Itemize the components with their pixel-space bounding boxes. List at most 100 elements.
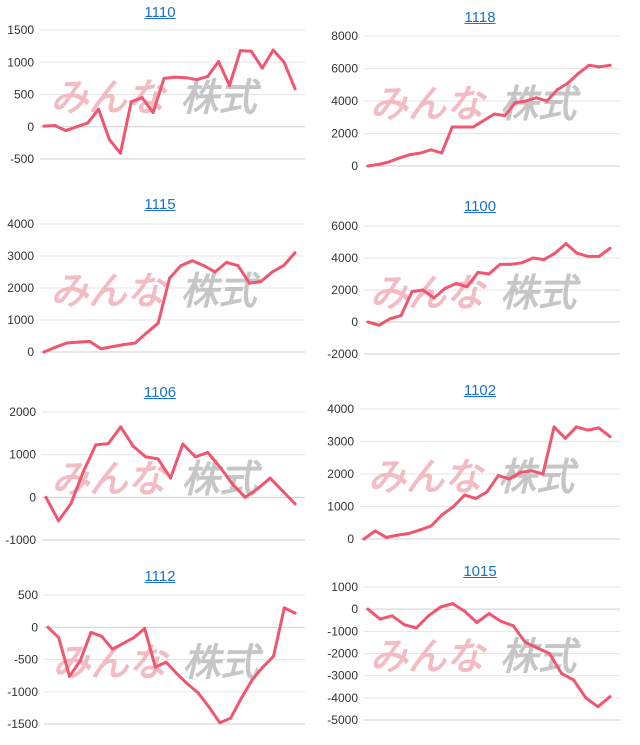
y-tick-label: 0 bbox=[27, 345, 34, 359]
chart-title-link[interactable]: 1102 bbox=[463, 382, 497, 399]
data-point bbox=[596, 705, 600, 709]
chart-title-link[interactable]: 1015 bbox=[463, 563, 497, 580]
data-point bbox=[119, 425, 123, 429]
data-point bbox=[217, 60, 221, 64]
watermark-left-text: みんな bbox=[370, 637, 488, 679]
data-point bbox=[133, 341, 137, 345]
data-point bbox=[492, 112, 496, 116]
data-point bbox=[179, 264, 183, 268]
line-chart: 8000 6000 4000 2000 0 みんな 株式 bbox=[331, 29, 620, 173]
line-chart: 4000 3000 2000 1000 0 みんな 株式 bbox=[7, 217, 305, 359]
y-tick-label: 2000 bbox=[327, 467, 354, 481]
data-point bbox=[162, 76, 166, 80]
data-point bbox=[454, 282, 458, 286]
data-point bbox=[463, 493, 467, 497]
data-point bbox=[195, 78, 199, 82]
y-tick-label: 4000 bbox=[331, 251, 358, 265]
data-point bbox=[443, 286, 447, 290]
line-chart: 6000 4000 2000 0 -2000 みんな 株式 bbox=[327, 219, 620, 361]
data-point bbox=[388, 317, 392, 321]
data-point bbox=[270, 270, 274, 274]
data-point bbox=[552, 425, 556, 429]
y-tick-label: -2000 bbox=[327, 647, 358, 661]
chart-title-link[interactable]: 1115 bbox=[144, 196, 176, 213]
data-point bbox=[482, 119, 486, 122]
y-tick-label: 6000 bbox=[331, 62, 358, 76]
data-point bbox=[156, 457, 160, 461]
y-tick-label: -1000 bbox=[5, 533, 36, 547]
line-chart: 4000 3000 2000 1000 0 みんな 株式 bbox=[327, 402, 620, 546]
data-point bbox=[563, 436, 567, 440]
data-point bbox=[169, 476, 172, 480]
data-point bbox=[485, 490, 489, 494]
data-point bbox=[524, 99, 528, 103]
data-point bbox=[88, 339, 92, 343]
data-point bbox=[143, 627, 147, 631]
data-point bbox=[542, 258, 546, 262]
data-point bbox=[42, 124, 46, 128]
data-point bbox=[541, 472, 545, 476]
y-tick-label: 0 bbox=[351, 315, 358, 329]
chart-title-link[interactable]: 1106 bbox=[143, 384, 177, 401]
data-point bbox=[410, 290, 414, 294]
data-point bbox=[181, 442, 185, 446]
data-point bbox=[440, 513, 444, 517]
watermark-left-text: みんな bbox=[370, 84, 488, 126]
y-tick-label: 1000 bbox=[331, 580, 358, 594]
data-point bbox=[373, 529, 377, 533]
watermark-right-text: 株式 bbox=[181, 271, 262, 313]
watermark-left-text: みんな bbox=[50, 78, 168, 120]
data-point bbox=[121, 641, 125, 645]
data-point bbox=[555, 88, 559, 92]
watermark-left-text: みんな bbox=[50, 271, 168, 313]
data-point bbox=[597, 426, 601, 430]
chart-title-link[interactable]: 1110 bbox=[144, 4, 176, 21]
data-point bbox=[118, 151, 122, 155]
data-point bbox=[399, 314, 403, 318]
data-point bbox=[250, 678, 254, 682]
data-point bbox=[97, 107, 101, 111]
line-chart: 1000 0 -1000 -2000 -3000 -4000 -5000 みんな 株式 bbox=[327, 580, 620, 727]
data-point bbox=[439, 605, 443, 609]
y-tick-label: -3000 bbox=[327, 669, 358, 683]
data-point bbox=[151, 111, 155, 115]
data-point bbox=[259, 280, 263, 284]
chart-panel-1118: 1118 8000 6000 4000 2000 0 みんな 株式 bbox=[320, 0, 640, 186]
data-point bbox=[271, 48, 275, 52]
data-point bbox=[366, 164, 370, 168]
chart-title-link[interactable]: 1100 bbox=[463, 198, 497, 215]
data-point bbox=[564, 242, 568, 246]
data-point bbox=[366, 320, 370, 324]
data-point bbox=[247, 281, 251, 285]
y-tick-label: -4000 bbox=[327, 691, 358, 705]
data-point bbox=[131, 444, 135, 448]
data-point bbox=[463, 609, 467, 613]
y-tick-label: 6000 bbox=[331, 219, 358, 233]
chart-panel-1100: 1100 6000 4000 2000 0 -2000 みんな 株式 bbox=[320, 186, 640, 372]
data-point bbox=[64, 129, 68, 133]
data-point bbox=[390, 614, 394, 618]
chart-title-link[interactable]: 1112 bbox=[144, 568, 176, 585]
data-point bbox=[513, 101, 517, 105]
watermark-logo: みんな 株式 bbox=[50, 271, 261, 313]
data-point bbox=[282, 264, 286, 268]
data-point bbox=[535, 646, 539, 650]
data-point bbox=[461, 125, 465, 129]
data-point bbox=[534, 96, 538, 100]
chart-title-link[interactable]: 1118 bbox=[464, 9, 496, 26]
data-point bbox=[487, 272, 491, 276]
data-point bbox=[56, 519, 60, 523]
chart-panel-1112: 1112 500 0 -500 -1000 -1500 みんな 株式 bbox=[0, 558, 320, 745]
data-point bbox=[238, 49, 242, 53]
data-point bbox=[99, 347, 103, 351]
data-point bbox=[78, 659, 82, 663]
data-point bbox=[362, 537, 366, 541]
y-tick-label: -500 bbox=[10, 152, 34, 166]
data-point bbox=[106, 442, 110, 446]
data-point bbox=[184, 76, 188, 80]
data-point bbox=[110, 345, 114, 349]
data-point bbox=[206, 74, 210, 78]
data-point bbox=[520, 261, 524, 265]
y-tick-label: 4000 bbox=[327, 402, 354, 416]
